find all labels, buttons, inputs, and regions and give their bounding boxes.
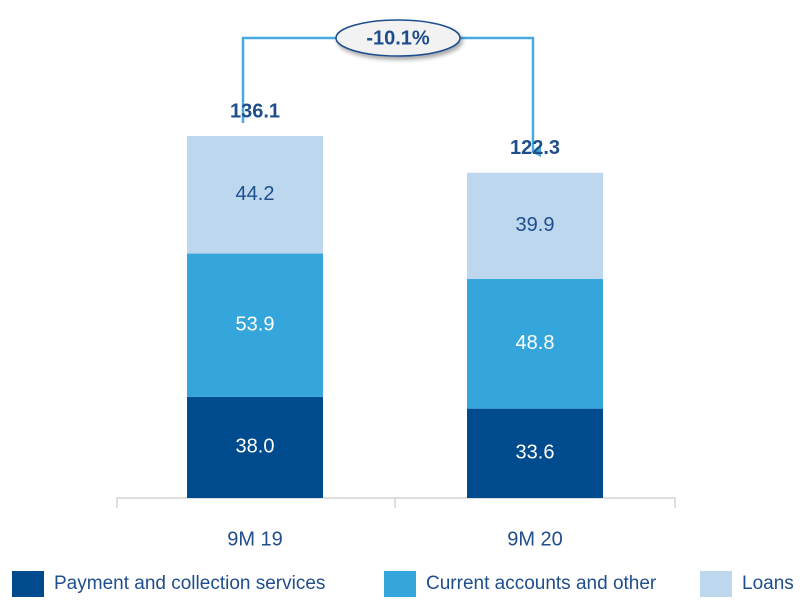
bar-segment (187, 135, 323, 254)
legend-label: Loans (742, 573, 794, 594)
change-bubble (335, 19, 461, 57)
bar-segment (467, 278, 603, 409)
value-label: 38.0 (236, 436, 275, 458)
change-connector (241, 36, 340, 123)
bar-segment (187, 396, 323, 498)
bar-segment (467, 408, 603, 498)
legend-swatch (12, 571, 44, 597)
bar-segment (467, 172, 603, 279)
value-label: 53.9 (236, 314, 275, 336)
legend-label: Payment and collection services (54, 573, 325, 594)
legend-swatch (700, 571, 732, 597)
total-label: 122.3 (510, 137, 560, 159)
value-label: 39.9 (516, 214, 555, 236)
legend-label: Current accounts and other (426, 573, 657, 594)
change-connector (456, 36, 541, 157)
value-label: 48.8 (516, 332, 555, 354)
x-tick-label: 9M 19 (227, 528, 283, 550)
x-tick-label: 9M 20 (507, 528, 563, 550)
value-label: 33.6 (516, 442, 555, 464)
bar-segment (187, 253, 323, 397)
value-label: 44.2 (236, 183, 275, 205)
legend-swatch (384, 571, 416, 597)
total-label: 136.1 (230, 100, 280, 122)
change-label: -10.1% (366, 27, 430, 49)
